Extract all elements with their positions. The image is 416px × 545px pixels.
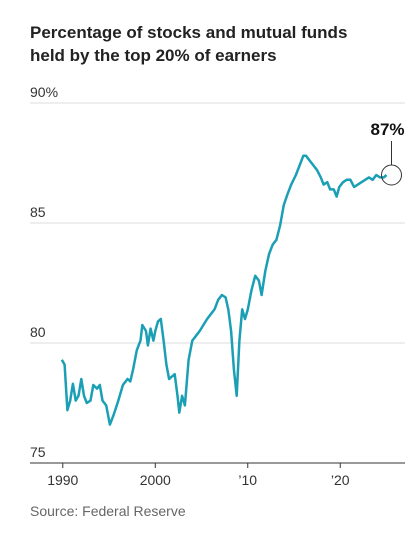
line [60, 154, 388, 426]
x-tick-label: ’10 [238, 472, 257, 488]
x-tick-label: 1990 [47, 472, 78, 488]
y-tick-label: 90% [30, 84, 58, 100]
highlight-circle [381, 164, 403, 186]
y-tick-label: 85 [30, 204, 46, 220]
source: Source: Federal Reserve [30, 503, 186, 519]
x-tick-label: 2000 [140, 472, 171, 488]
x-tick-label: ’20 [331, 472, 350, 488]
y-tick-label: 80 [30, 324, 46, 340]
y-tick-label: 75 [30, 444, 46, 460]
annotation: 87% [370, 120, 404, 139]
chart-title: Percentage of stocks and mutual funds hel… [30, 23, 347, 65]
